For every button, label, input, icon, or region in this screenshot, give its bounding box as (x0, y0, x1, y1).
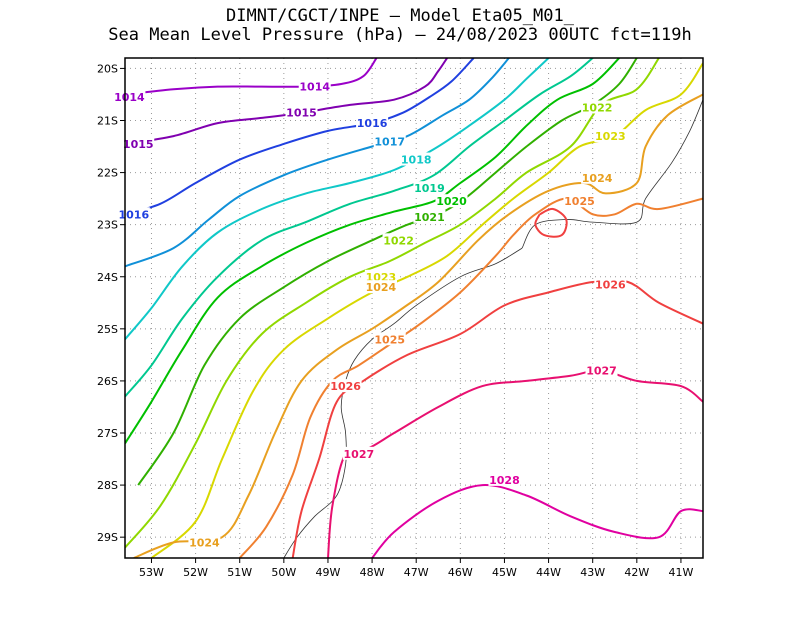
coastline-segment (521, 99, 703, 249)
lon-tick-label: 46W (448, 566, 473, 579)
isobar-label-bg (581, 100, 614, 114)
isobar-label: 1022 (582, 101, 613, 114)
lat-tick-label: 28S (97, 479, 118, 492)
lat-tick-label: 29S (97, 531, 118, 544)
isobar-1015 (125, 58, 448, 145)
isobar-1025 (238, 197, 703, 558)
isobar-label: 1024 (582, 172, 613, 185)
lon-tick-label: 44W (536, 566, 561, 579)
lon-tick-label: 47W (404, 566, 429, 579)
isobar-1026 (291, 278, 703, 558)
lon-tick-label: 45W (492, 566, 517, 579)
lon-tick-label: 53W (139, 566, 164, 579)
lon-tick-label: 49W (316, 566, 341, 579)
isobar-labels: 1014 1014 1015 1015 1016 1016 1017 1018 10191020… (113, 79, 627, 549)
isobar-1014 (125, 58, 378, 96)
lat-tick-label: 25S (97, 323, 118, 336)
lon-tick-label: 50W (271, 566, 296, 579)
isobar-label-bg (356, 116, 389, 130)
isobar-label: 1024 (366, 281, 397, 294)
isobar-label: 1020 (436, 195, 467, 208)
isobar-label-bg (342, 446, 375, 460)
isobar-label-bg (594, 277, 627, 291)
isobar-label: 1022 (383, 234, 414, 247)
isobar-label-bg (373, 134, 406, 148)
lon-tick-label: 42W (624, 566, 649, 579)
lat-tick-label: 20S (97, 62, 118, 75)
lon-tick-label: 52W (183, 566, 208, 579)
isobar-label-bg (413, 181, 446, 195)
lat-tick-label: 23S (97, 219, 118, 232)
lon-tick-label: 43W (580, 566, 605, 579)
isobar-label: 1025 (564, 195, 595, 208)
isobar-1016 (125, 58, 475, 216)
isobar-label-bg (563, 194, 596, 208)
isobar-label: 1014 (114, 91, 145, 104)
isobar-label: 1027 (344, 448, 375, 461)
isobar-label-bg (382, 233, 415, 247)
isobar- (534, 207, 568, 238)
isobar-label: 1028 (489, 474, 520, 487)
longitude-ticks: 53W 52W 51W 50W 49W 48W 47W 46W 45W 44W 43W 42W 41W (139, 558, 693, 579)
isobar-label: 1019 (414, 182, 445, 195)
isobar-label-bg (364, 269, 397, 283)
isobar-label: 1017 (374, 135, 405, 148)
isobar-1024 (133, 93, 703, 558)
isobar-label-bg (329, 379, 362, 393)
chart-title-line-1: DIMNT/CGCT/INPE – Model Eta05_M01_ (226, 6, 574, 26)
lon-tick-label: 41W (669, 566, 694, 579)
isobar-label: 1015 (286, 107, 317, 120)
isobar-label-bg (581, 170, 614, 184)
isobar-label-bg (373, 332, 406, 346)
isobar-label: 1016 (119, 208, 150, 221)
isobar-label: 1016 (357, 117, 388, 130)
isobar-label: 1027 (586, 365, 617, 378)
isobar-label: 1015 (123, 138, 154, 151)
lat-tick-label: 22S (97, 167, 118, 180)
lat-tick-label: 21S (97, 115, 118, 128)
isobar-label-bg (413, 209, 446, 223)
isobar-label: 1026 (330, 380, 361, 393)
chart-title-line-2: Sea Mean Level Pressure (hPa) – 24/08/20… (108, 25, 692, 45)
isobar-label-bg (488, 472, 521, 486)
lat-tick-label: 24S (97, 271, 118, 284)
isobar-label-bg (364, 280, 397, 294)
isobar-label-bg (122, 136, 155, 150)
isobar-1018 (125, 58, 550, 340)
isobar-1027 (327, 369, 703, 558)
isobar-1019 (125, 58, 594, 398)
isobar-label-bg (435, 194, 468, 208)
isobar-label-bg (113, 90, 146, 104)
isobar-label-bg (285, 105, 318, 119)
isobar-1017 (125, 58, 510, 268)
isobar-label: 1018 (401, 154, 432, 167)
isobar-label: 1026 (595, 279, 626, 292)
isobar-label-bg (117, 207, 150, 221)
isobar-label-bg (585, 363, 618, 377)
isobar-label-bg (298, 79, 331, 93)
isobar-label: 1025 (374, 333, 405, 346)
isobar-label: 1024 (189, 536, 220, 549)
isobar-1022 (125, 58, 660, 549)
isobar-label-bg (400, 152, 433, 166)
lat-tick-label: 27S (97, 427, 118, 440)
isobar-label-bg (594, 129, 627, 143)
latitude-ticks: 20S 21S 22S 23S 24S 25S 26S 27S 28S 29S (97, 62, 125, 544)
isobar-1020 (125, 58, 620, 444)
isobar-label-bg (188, 535, 221, 549)
isobar-label: 1023 (595, 130, 626, 143)
lat-tick-label: 26S (97, 375, 118, 388)
isobar-label: 1021 (414, 211, 445, 224)
lon-tick-label: 51W (227, 566, 252, 579)
isobar-label: 1014 (299, 81, 330, 94)
lon-tick-label: 48W (360, 566, 385, 579)
isobar-1028 (371, 484, 703, 558)
map-frame (124, 57, 704, 559)
